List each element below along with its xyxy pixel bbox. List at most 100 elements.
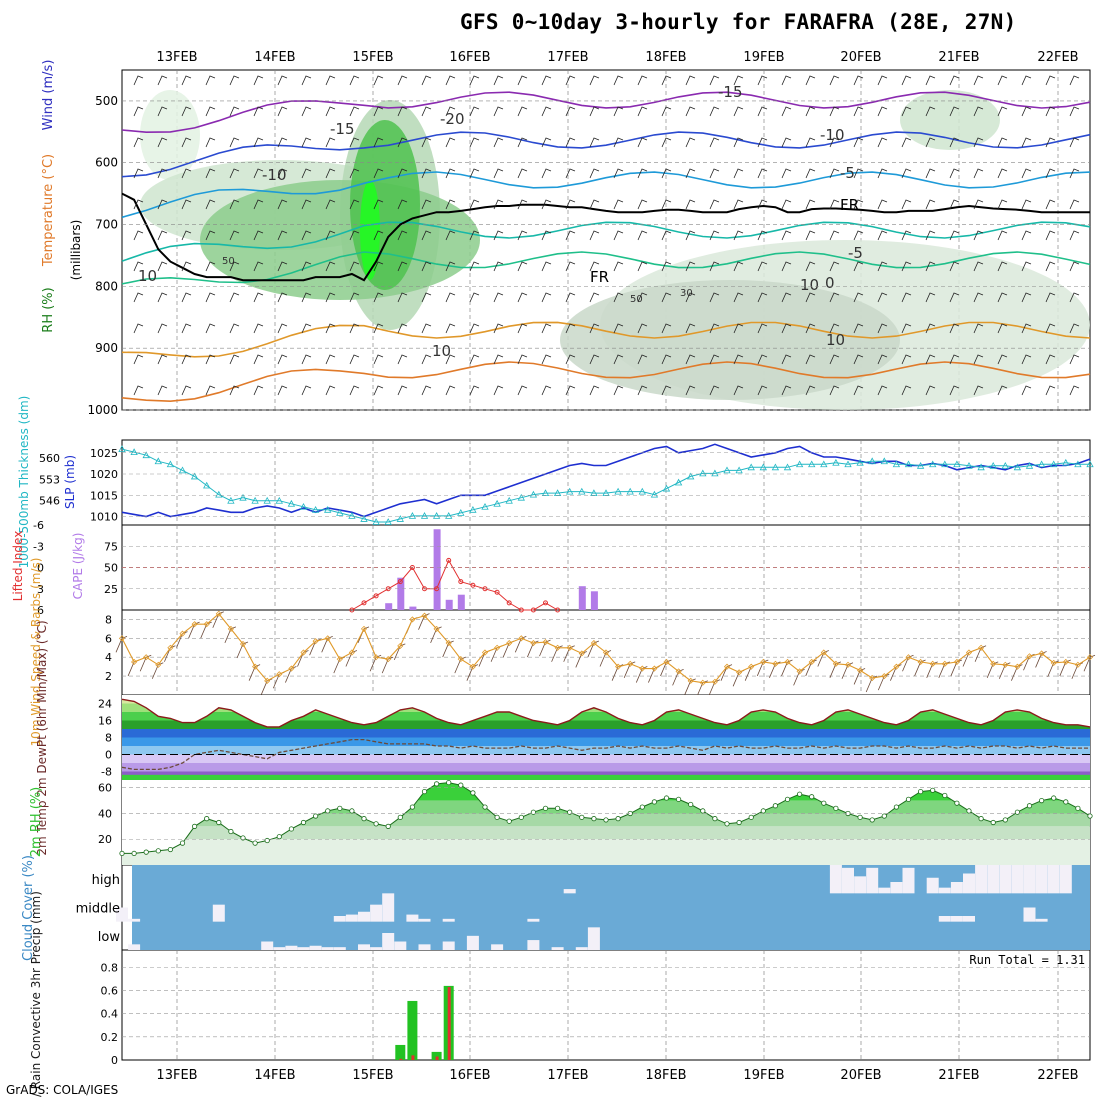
isotherm-6: [121, 361, 1091, 403]
contour-label: 50: [222, 256, 235, 267]
wind-barb: [757, 75, 768, 86]
ytick-upper: 500: [95, 94, 118, 108]
wind-barb: [589, 354, 600, 365]
wind-barb: [1021, 137, 1032, 148]
wind-speed-marker: [978, 644, 985, 651]
wind-barb: [277, 261, 288, 272]
wind-barb: [397, 292, 408, 303]
temp-line: [121, 698, 1091, 728]
thickness-marker: [457, 509, 465, 516]
surface-wind-barb: [1047, 660, 1059, 678]
wind-barb: [277, 230, 288, 241]
wind-barb: [493, 199, 504, 210]
wind-barb: [613, 261, 624, 272]
rh-marker: [784, 796, 791, 802]
wind-barb: [829, 75, 840, 86]
wind-barb: [805, 261, 816, 272]
wind-barb: [445, 230, 456, 241]
wind-barb: [517, 323, 528, 334]
cloud-low-bar: [587, 927, 600, 950]
wind-barb: [253, 230, 264, 241]
wind-barb: [973, 385, 984, 396]
contour-label: -20: [440, 110, 465, 128]
rh-marker: [905, 796, 912, 802]
wind-barb: [901, 137, 912, 148]
ytick-temp: -8: [101, 766, 112, 779]
surface-wind-barb: [321, 635, 333, 653]
wind-barb: [589, 106, 600, 117]
wind-barb: [349, 292, 360, 303]
wind-barb: [661, 323, 672, 334]
wind-barb: [373, 106, 384, 117]
wind-barb: [733, 168, 744, 179]
wind-barb: [949, 137, 960, 148]
rh-marker: [760, 808, 766, 814]
wind-barb: [445, 106, 456, 117]
wind-barb: [181, 199, 192, 210]
surface-wind-barb: [393, 643, 406, 661]
wind-barb: [733, 323, 744, 334]
thickness-marker: [287, 499, 296, 507]
thickness-marker: [590, 489, 598, 497]
wind-barb: [205, 261, 216, 272]
wind-speed-marker: [663, 658, 670, 666]
thickness-marker: [130, 448, 138, 456]
thickness-marker: [1025, 461, 1034, 469]
wind-speed-marker: [566, 644, 573, 651]
wind-speed-marker: [639, 665, 646, 672]
wind-speed-marker: [421, 612, 428, 619]
wind-speed-marker: [990, 660, 997, 667]
wind-barb: [1045, 385, 1056, 396]
contour-label: -10: [262, 166, 287, 184]
wind-speed-marker: [784, 658, 791, 666]
wind-speed-marker: [748, 663, 755, 670]
wind-barb: [997, 323, 1008, 334]
cloud-middle-bar: [345, 914, 358, 922]
wind-barb: [1069, 385, 1080, 396]
wind-barb: [229, 385, 240, 396]
contour-label: FR: [590, 268, 609, 286]
rh-marker: [869, 817, 875, 823]
cloud-low-bar: [466, 935, 479, 950]
wind-barb: [829, 323, 840, 334]
run-total-label: Run Total = 1.31: [969, 953, 1085, 967]
wind-barb: [661, 354, 672, 365]
ylabel-rh: 2m RH (%): [29, 787, 44, 858]
surface-wind-barb: [236, 641, 249, 659]
wind-speed-marker: [736, 669, 743, 676]
thickness-marker: [203, 481, 211, 489]
ytick-thickness: 546: [39, 495, 60, 508]
rh-marker: [1002, 817, 1008, 823]
wind-barb: [1045, 230, 1056, 241]
wind-barb: [277, 75, 288, 86]
wind-barb: [229, 75, 240, 86]
thickness-marker: [166, 460, 175, 468]
wind-barb: [733, 354, 744, 365]
precip-total-bar: [395, 1044, 406, 1060]
surface-wind-barb: [260, 678, 273, 695]
wind-speed-line: [121, 613, 1091, 684]
temp-band: [122, 754, 1090, 763]
rh-marker: [1051, 795, 1057, 801]
wind-barb: [781, 199, 792, 210]
rh-marker: [724, 821, 730, 827]
wind-barb: [685, 137, 696, 148]
wind-barb: [901, 323, 912, 334]
date-label-top-0: 13FEB: [156, 50, 197, 65]
wind-barb: [1021, 323, 1032, 334]
rh-marker: [204, 816, 210, 822]
wind-speed-marker: [288, 665, 295, 672]
cloud-low-bar: [370, 947, 383, 950]
thickness-marker: [892, 460, 901, 468]
wind-speed-marker: [409, 616, 416, 623]
cloud-high-bar: [842, 867, 854, 894]
wind-barb: [589, 199, 600, 210]
wind-speed-marker: [506, 639, 513, 647]
wind-barb: [853, 106, 864, 117]
thickness-marker: [420, 512, 429, 519]
contour-label: 30: [680, 288, 693, 299]
thickness-marker: [142, 451, 150, 459]
wind-speed-marker: [1002, 661, 1009, 668]
wind-barb: [805, 354, 816, 365]
cloud-high-bar: [938, 887, 951, 894]
